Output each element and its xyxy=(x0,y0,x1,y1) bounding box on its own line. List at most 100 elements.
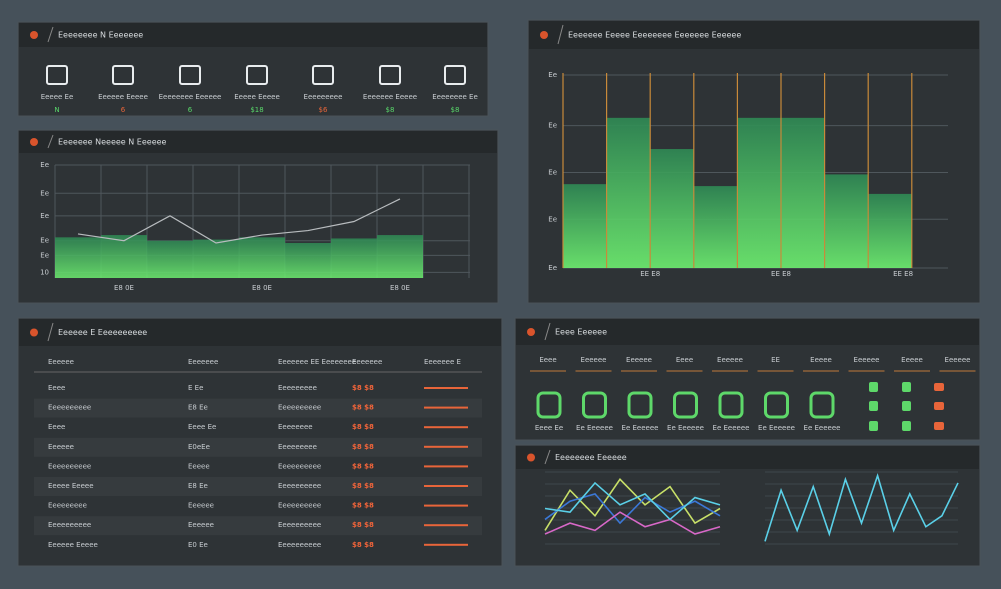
y-tick-label: Ee xyxy=(40,189,49,197)
panel-title: Eeee Eeeeee xyxy=(555,328,607,337)
panel-title: Eeeeee E Eeeeeeeeee xyxy=(58,328,147,337)
cell: Eeeeee xyxy=(48,443,74,451)
header-dot xyxy=(30,328,38,337)
column-header: Eeeeee xyxy=(854,356,880,364)
header-slash xyxy=(47,134,54,149)
column-header: Eeeeee xyxy=(945,356,971,364)
header-dot xyxy=(527,328,535,336)
header-dot xyxy=(540,31,548,39)
row-stripe xyxy=(34,437,482,457)
icon-label: Ee Eeeeee xyxy=(713,424,750,432)
y-tick-label: Ee xyxy=(548,71,557,79)
icon xyxy=(718,391,744,419)
cell: Eeeeee xyxy=(188,502,214,510)
cell: Eeeeeeeee xyxy=(48,502,87,510)
column-header: Eeeeeee EE Eeeeeeee xyxy=(278,358,356,366)
y-tick-label: Ee xyxy=(40,161,49,169)
bar xyxy=(331,238,377,278)
y-tick-label: 10 xyxy=(40,268,49,276)
line-series xyxy=(544,481,721,521)
y-tick-label: Ee xyxy=(548,168,557,176)
cell: Eeeeeeeeee xyxy=(48,462,91,470)
bar xyxy=(101,235,147,278)
icon xyxy=(536,391,562,419)
kpi-label: Eeeee Eeeee xyxy=(234,93,280,101)
x-tick-label: EE E8 xyxy=(893,270,913,278)
column-header: Eeeee xyxy=(901,356,923,364)
header-dot xyxy=(30,31,38,39)
cell: Eeeeeeeee xyxy=(278,443,317,451)
bar xyxy=(147,240,193,278)
bar xyxy=(55,237,101,278)
bar xyxy=(824,174,869,268)
kpi-value: 6 xyxy=(188,106,193,114)
kpi-value: $8 xyxy=(451,106,460,114)
x-tick-label: EE E8 xyxy=(771,270,791,278)
kpi-label: Eeeeeeee Eeeeee xyxy=(159,93,222,101)
column-header: Eeeeeee xyxy=(188,358,218,366)
y-tick-label: Ee xyxy=(548,122,557,130)
panel-header xyxy=(516,446,979,469)
panel-title: Eeeeeee Eeeee Eeeeeeee Eeeeeee Eeeeee xyxy=(568,31,741,40)
status-icon xyxy=(934,402,944,410)
column-header: Eeeeee xyxy=(626,356,652,364)
icon xyxy=(627,391,653,419)
icon-label: Eeee Ee xyxy=(535,424,563,432)
kpi-label: Eeeeeeee Ee xyxy=(432,93,478,101)
cell: Eeeeeeee xyxy=(278,423,313,431)
bar xyxy=(377,235,423,278)
icon-label: Ee Eeeeee xyxy=(758,424,795,432)
kpi-icon xyxy=(444,65,466,85)
row-indicator xyxy=(424,445,468,448)
column-header: Eeeeee xyxy=(48,358,74,366)
cell: Eeeeeeeeee xyxy=(48,521,91,529)
cell: E8 Ee xyxy=(188,404,208,412)
icon xyxy=(764,391,789,419)
cell: $8 $8 xyxy=(352,521,374,529)
x-tick-label: E8 0E xyxy=(390,284,410,292)
header-slash xyxy=(47,26,54,43)
row-stripe xyxy=(34,477,482,496)
panel-header xyxy=(516,319,979,345)
cell: $8 $8 xyxy=(352,443,374,451)
column-header: EE xyxy=(771,356,780,364)
cell: $8 $8 xyxy=(352,423,374,431)
row-indicator xyxy=(424,465,468,468)
cell: E Ee xyxy=(188,384,203,392)
panel-header xyxy=(19,131,497,153)
icon-label: Ee Eeeeee xyxy=(667,424,704,432)
cell: $8 $8 xyxy=(352,541,374,549)
status-icon xyxy=(869,382,878,392)
panel-header xyxy=(19,319,501,346)
kpi-icon xyxy=(379,65,401,85)
icon-label: Ee Eeeeee xyxy=(804,424,841,432)
status-icon xyxy=(902,401,911,411)
header-dot xyxy=(527,453,535,462)
status-icon xyxy=(902,382,911,392)
line-series xyxy=(544,511,721,535)
y-tick-label: Ee xyxy=(40,212,49,220)
header-dot xyxy=(30,138,38,146)
column-header: Eeee xyxy=(539,356,556,364)
row-indicator xyxy=(424,524,468,527)
cell: Eeeeeeeeee xyxy=(278,482,321,490)
cell: $8 $8 xyxy=(352,404,374,412)
row-stripe xyxy=(34,398,482,418)
cell: Eeeeeeeeee xyxy=(278,502,321,510)
cell: E0 Ee xyxy=(188,541,208,549)
x-tick-label: E8 0E xyxy=(252,284,272,292)
y-tick-label: Ee xyxy=(40,237,49,245)
icon-label: Ee Eeeeee xyxy=(576,424,613,432)
bar xyxy=(737,117,781,268)
cell: Eeeeeeeeee xyxy=(48,404,91,412)
kpi-label: Eeeee Ee xyxy=(41,93,74,101)
cell: $8 $8 xyxy=(352,384,374,392)
cell: Eeee xyxy=(48,423,65,431)
cell: E0eEe xyxy=(188,443,210,451)
column-header: Eeeeee xyxy=(717,356,743,364)
y-tick-label: Ee xyxy=(40,251,49,259)
column-header: Eeeeeee xyxy=(352,358,382,366)
icon xyxy=(582,391,607,419)
column-header: Eeeeee xyxy=(581,356,607,364)
row-indicator xyxy=(424,387,468,389)
